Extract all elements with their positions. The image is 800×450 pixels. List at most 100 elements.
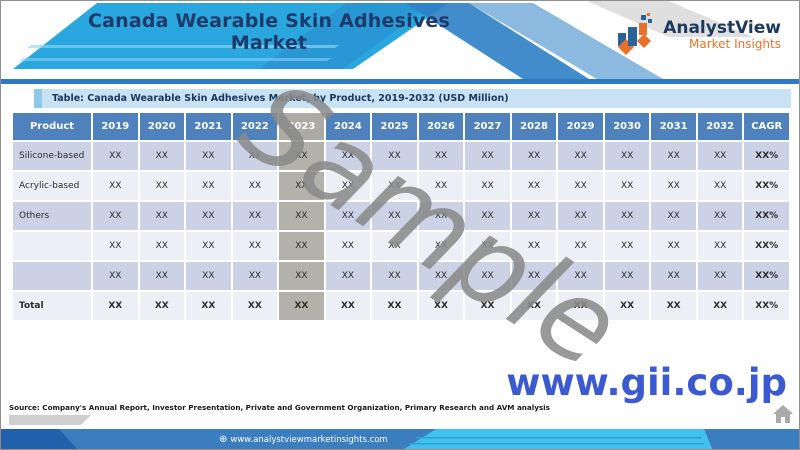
product-cell: Others [13,202,91,230]
value-cell: XX [372,232,417,260]
value-cell: XX [139,172,185,200]
footer-decoration [1,429,713,449]
value-cell: XX [604,202,650,230]
table-row: Total XX XX XX XX XX XX XX XX XX XX XX XX XX XX XX% [13,292,789,320]
value-cell: XX [604,172,650,200]
value-cell: XX [232,142,278,170]
value-cell: XX [604,232,650,260]
value-cell: XX [418,232,464,260]
home-icon[interactable] [773,405,793,423]
product-cell: Acrylic-based [13,172,91,200]
table-caption: Table: Canada Wearable Skin Adhesives Ma… [52,93,509,104]
value-cell: XX [651,142,696,170]
value-cell: XX [139,202,185,230]
value-cell: XX [93,262,138,290]
value-cell: XX [604,142,650,170]
value-cell: XX [186,262,231,290]
value-cell: XX [279,202,324,230]
value-cell: XX [139,292,185,320]
value-cell: XX [651,232,696,260]
value-cell: XX [93,172,138,200]
column-header-cagr: CAGR [744,113,789,140]
value-cell: XX [186,232,231,260]
column-header-2025: 2025 [372,113,417,140]
column-header-2020: 2020 [139,113,185,140]
table-row: XX XX XX XX XX XX XX XX XX XX XX XX XX XX XX% [13,232,789,260]
logo-name: AnalystView [663,17,781,38]
column-header-2022: 2022 [232,113,278,140]
cagr-cell: XX% [744,292,789,320]
value-cell: XX [325,292,371,320]
value-cell: XX [418,202,464,230]
value-cell: XX [511,262,557,290]
value-cell: XX [465,202,510,230]
analystview-logo: AnalystView Market Insights [617,13,781,57]
value-cell: XX [139,232,185,260]
value-cell: XX [697,172,743,200]
value-cell: XX [186,142,231,170]
value-cell: XX [697,142,743,170]
value-cell: XX [511,232,557,260]
column-header-2023: 2023 [279,113,324,140]
value-cell: XX [558,142,603,170]
value-cell: XX [186,202,231,230]
value-cell: XX [232,232,278,260]
prefooter-gray-shape [9,415,91,425]
product-cell [13,262,91,290]
caption-accent [34,89,42,108]
value-cell: XX [325,262,371,290]
footer-bar: ⊕ www.analystviewmarketinsights.com [1,429,799,449]
value-cell: XX [604,262,650,290]
value-cell: XX [604,292,650,320]
table-row: XX XX XX XX XX XX XX XX XX XX XX XX XX XX XX% [13,262,789,290]
page-title: Canada Wearable Skin Adhesives Market [87,10,451,54]
header-divider [1,79,799,84]
value-cell: XX [279,262,324,290]
market-data-table: Product 2019 2020 2021 2022 2023 2024 2025 2026 2… [11,111,791,322]
footer-website: ⊕ www.analystviewmarketinsights.com [219,429,388,449]
value-cell: XX [697,262,743,290]
value-cell: XX [465,142,510,170]
value-cell: XX [372,172,417,200]
column-header-2030: 2030 [604,113,650,140]
value-cell: XX [186,172,231,200]
value-cell: XX [697,232,743,260]
value-cell: XX [651,202,696,230]
product-cell [13,232,91,260]
value-cell: XX [93,202,138,230]
value-cell: XX [651,262,696,290]
analystview-logo-text: AnalystView Market Insights [663,17,781,51]
table-row: Silicone-based XX XX XX XX XX XX XX XX XX XX XX XX XX… [13,142,789,170]
value-cell: XX [511,292,557,320]
column-header-2032: 2032 [697,113,743,140]
globe-icon: ⊕ [219,434,228,445]
value-cell: XX [418,142,464,170]
value-cell: XX [418,172,464,200]
cagr-cell: XX% [744,262,789,290]
value-cell: XX [558,202,603,230]
logo-tagline: Market Insights [689,36,781,51]
value-cell: XX [279,142,324,170]
value-cell: XX [279,292,324,320]
value-cell: XX [697,202,743,230]
value-cell: XX [465,232,510,260]
value-cell: XX [279,232,324,260]
header-banner-decoration [13,1,753,79]
value-cell: XX [558,232,603,260]
column-header-2031: 2031 [651,113,696,140]
value-cell: XX [465,262,510,290]
cagr-cell: XX% [744,142,789,170]
value-cell: XX [511,202,557,230]
value-cell: XX [558,292,603,320]
table-row: Others XX XX XX XX XX XX XX XX XX XX XX XX XX XX XX% [13,202,789,230]
value-cell: XX [651,292,696,320]
cagr-cell: XX% [744,172,789,200]
source-note: Source: Company's Annual Report, Investo… [9,403,550,412]
value-cell: XX [418,292,464,320]
product-cell: Total [13,292,91,320]
value-cell: XX [139,142,185,170]
value-cell: XX [511,172,557,200]
column-header-2019: 2019 [93,113,138,140]
column-header-2024: 2024 [325,113,371,140]
